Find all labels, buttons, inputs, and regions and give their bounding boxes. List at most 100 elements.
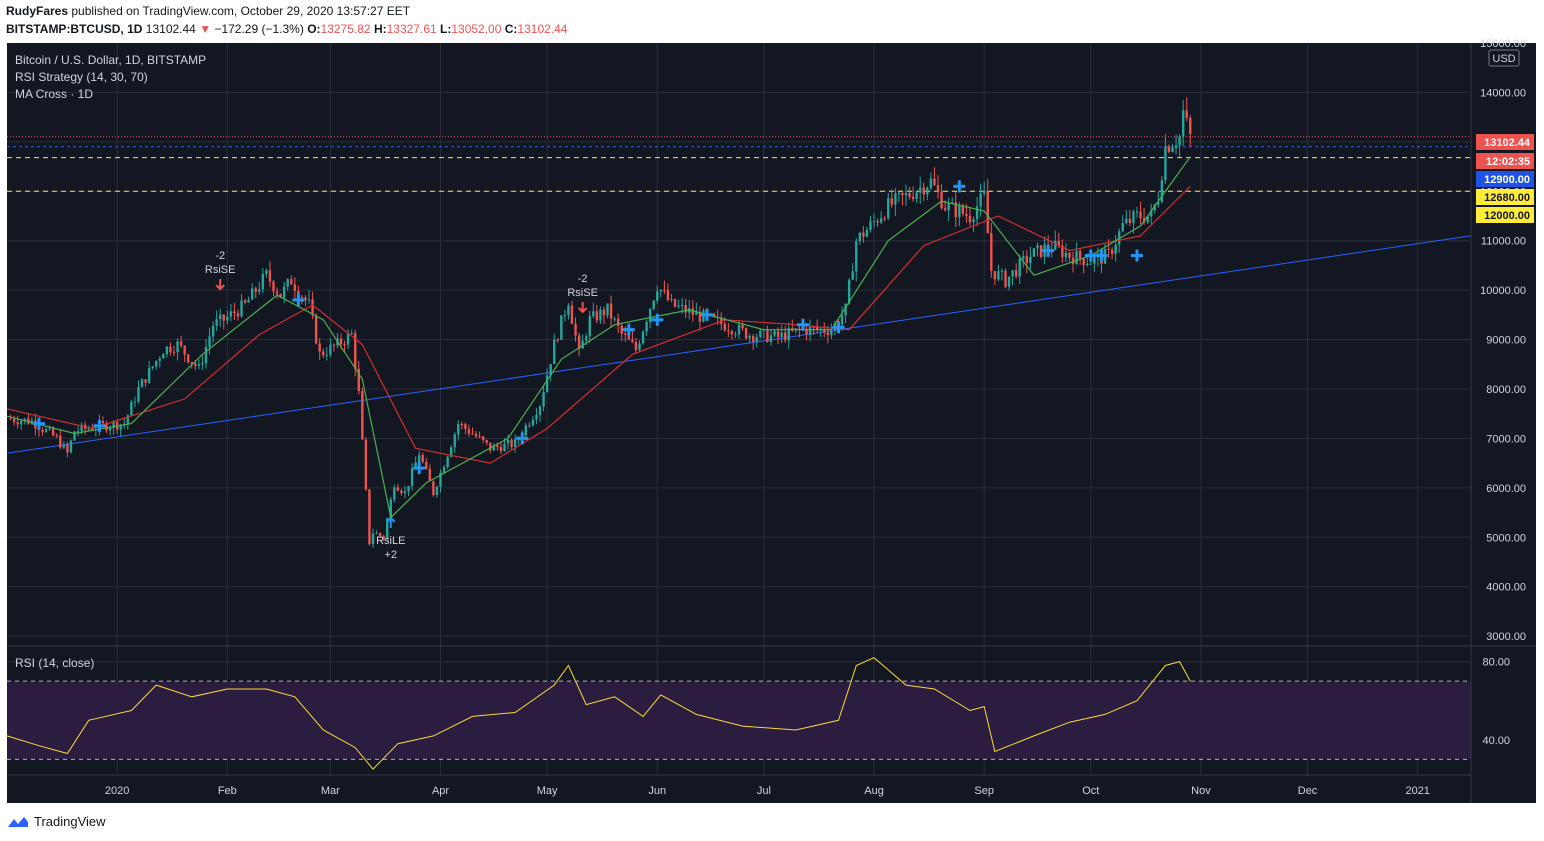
candle-body [314,315,318,344]
currency-label: USD [1492,53,1515,65]
candle-body [354,333,357,369]
candle-body [435,486,439,496]
open-label: O: [307,22,321,36]
candle-body [581,340,584,349]
candle [293,277,297,300]
candle-body [126,415,130,425]
time-tick: 2020 [105,785,129,797]
candle-body [137,387,140,402]
candle-body [464,424,467,429]
candle-body [1160,180,1164,202]
candle-body [602,309,606,316]
candle [510,437,513,450]
candle [1029,246,1032,270]
cross-marker [1084,249,1097,262]
candle [268,261,272,288]
candle-body [997,271,1000,280]
candle [492,443,496,451]
candle [638,340,641,353]
candle [549,363,552,382]
candle-body [890,198,893,205]
candle-body [91,428,94,431]
candle-body [958,206,961,218]
candle [606,303,609,319]
candle-body [1011,270,1014,277]
candle-body [528,425,531,427]
cross-marker [832,321,845,334]
candle-body [712,313,716,317]
level-tag: 12000.00 [1476,207,1534,223]
candle [922,182,925,201]
candle [599,306,602,324]
candle [531,415,535,427]
time-tick: Jun [648,785,666,797]
candle [1121,214,1124,233]
candle [755,333,758,348]
candle-body [219,314,222,320]
legend-symbol: Bitcoin / U.S. Dollar, 1D, BITSTAMP [15,53,207,67]
candle [400,488,403,496]
tradingview-brand[interactable]: TradingView [6,814,106,829]
candle-body [304,297,307,301]
candle-body [140,379,144,388]
last-price-tag: 13102.44 [1476,134,1534,150]
ma-slow-line [6,185,1191,464]
candle [375,530,378,535]
candle-body [631,339,634,342]
candle-body [553,339,556,364]
candle-body [1057,240,1061,246]
candle [66,441,69,458]
candle-body [616,318,620,326]
candle-body [1032,248,1036,257]
cross-marker [1095,249,1108,262]
candle [887,192,890,221]
candle-body [698,311,702,322]
candle [666,283,670,302]
candle [1039,245,1043,259]
candle-body [357,368,360,391]
candle-body [1022,256,1025,259]
candle-body [108,428,112,431]
trendline[interactable] [6,235,1472,454]
candle [325,346,329,361]
candle-body [240,300,243,317]
candle [787,322,790,349]
candle-body [567,305,570,316]
candle [535,407,538,425]
candle-body [1189,117,1192,134]
candle [1164,133,1167,184]
price-tick: 5000.00 [1486,532,1526,544]
price-tick: 4000.00 [1486,582,1526,594]
candle [872,213,876,228]
candle-body [204,346,208,363]
candle-body [407,485,410,492]
change-value: −172.29 (−1.3%) [214,22,304,36]
candle [609,295,613,328]
candle-body [592,311,595,317]
candle-body [396,487,400,491]
candle-body [1000,270,1004,272]
candle [204,339,208,369]
candle [219,308,222,327]
candle [670,293,673,303]
candle-body [901,192,904,196]
candle [933,167,936,187]
legend-ma: MA Cross · 1D [15,87,94,101]
time-axis[interactable]: 2020 Feb Mar Apr May Jun Jul Aug Sep Oct Nov Dec 202… [105,785,1430,797]
candle-body [460,424,464,426]
candle-body [730,331,734,335]
candle [1185,97,1188,122]
cross-marker [516,432,529,445]
candle-body [538,406,542,416]
candle [645,319,648,336]
candle-body [684,305,687,313]
candle-body [1128,218,1132,223]
candle-body [627,334,631,340]
candle-body [489,442,492,451]
close-label: C: [504,22,518,36]
candle-body [563,315,567,317]
candle-body [322,351,325,356]
candle [595,304,599,324]
candle-body [919,187,922,193]
